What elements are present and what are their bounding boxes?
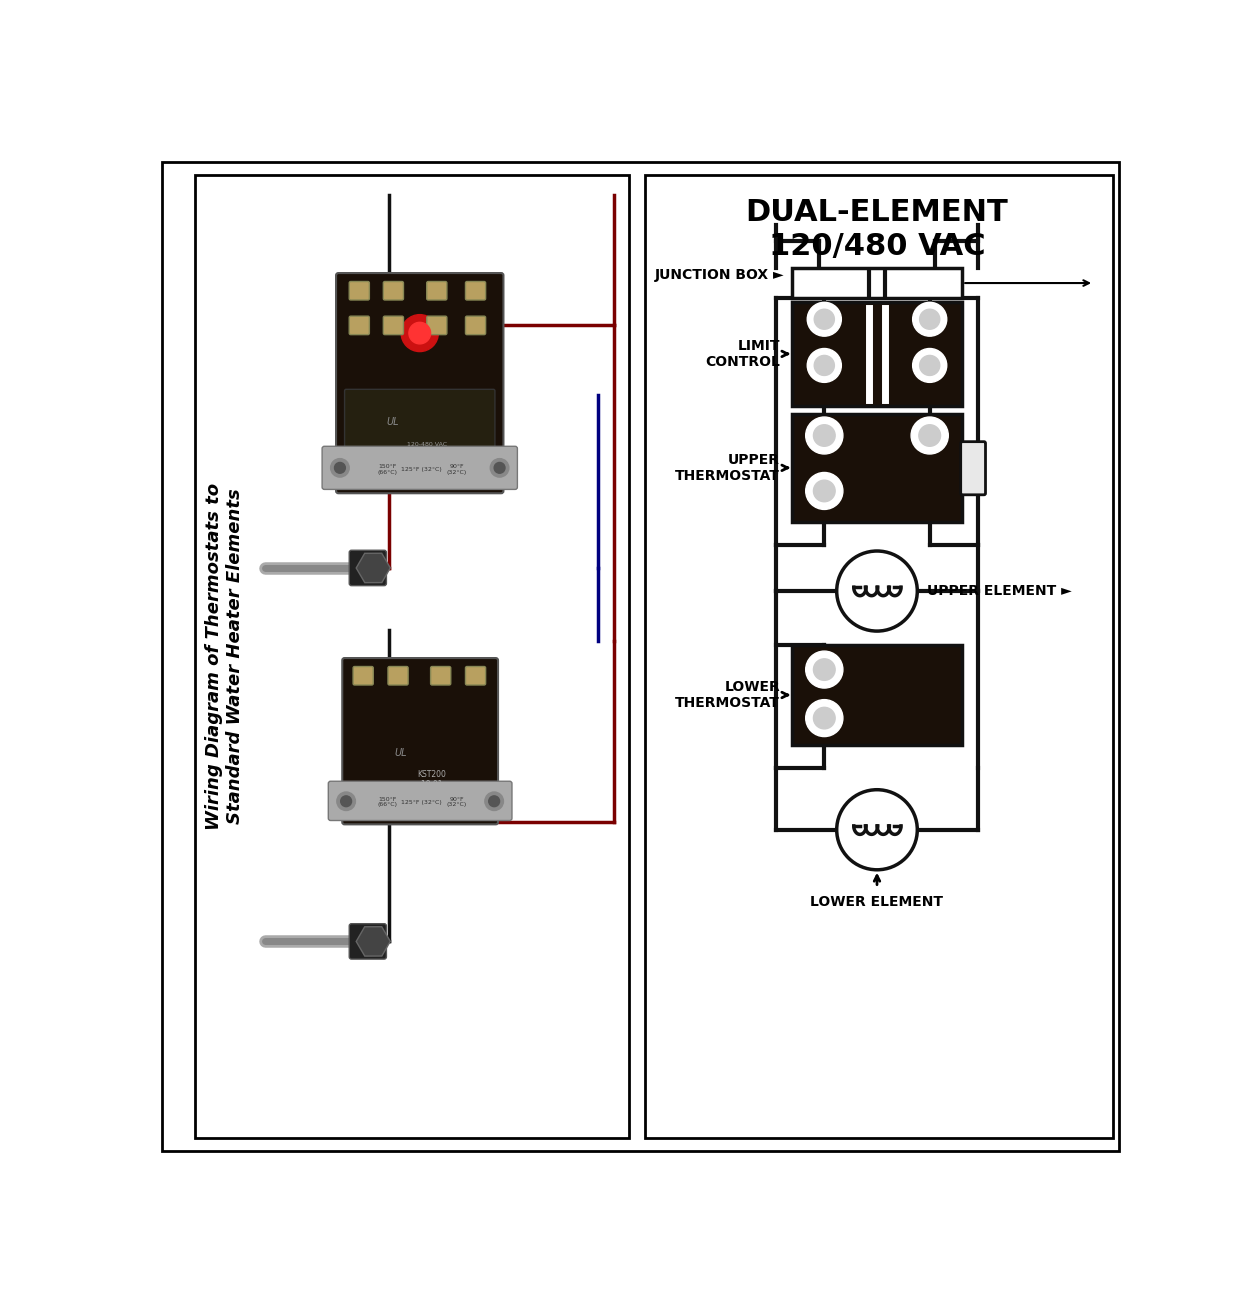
Circle shape: [912, 303, 946, 337]
Text: UPPER ELEMENT ►: UPPER ELEMENT ►: [928, 584, 1072, 598]
FancyBboxPatch shape: [430, 667, 451, 685]
FancyBboxPatch shape: [384, 316, 404, 334]
FancyBboxPatch shape: [791, 413, 962, 521]
Circle shape: [806, 699, 842, 737]
Circle shape: [919, 425, 940, 446]
Text: LIMIT
CONTROL: LIMIT CONTROL: [705, 339, 780, 369]
Circle shape: [836, 551, 917, 630]
FancyBboxPatch shape: [426, 282, 448, 300]
FancyBboxPatch shape: [345, 389, 495, 458]
FancyBboxPatch shape: [465, 282, 485, 300]
Circle shape: [911, 417, 949, 454]
Circle shape: [912, 348, 946, 382]
Circle shape: [490, 459, 509, 477]
Text: 150°F
(66°C): 150°F (66°C): [378, 797, 398, 807]
FancyBboxPatch shape: [961, 442, 985, 495]
Text: UPPER
THERMOSTAT: UPPER THERMOSTAT: [675, 452, 780, 484]
Circle shape: [489, 796, 500, 806]
Text: JUNCTION BOX ►: JUNCTION BOX ►: [655, 268, 784, 282]
FancyBboxPatch shape: [791, 645, 962, 745]
FancyBboxPatch shape: [465, 667, 485, 685]
Circle shape: [336, 792, 355, 810]
Circle shape: [401, 315, 439, 351]
FancyBboxPatch shape: [162, 162, 1119, 1150]
FancyBboxPatch shape: [384, 282, 404, 300]
Text: LOWER ELEMENT: LOWER ELEMENT: [810, 896, 944, 909]
FancyBboxPatch shape: [426, 316, 448, 334]
Circle shape: [814, 707, 835, 729]
Circle shape: [814, 659, 835, 680]
FancyBboxPatch shape: [645, 176, 1114, 1138]
Circle shape: [341, 796, 351, 806]
Text: 90°F
(32°C): 90°F (32°C): [446, 797, 468, 807]
Circle shape: [409, 322, 430, 344]
FancyBboxPatch shape: [388, 667, 408, 685]
FancyBboxPatch shape: [352, 667, 374, 685]
FancyBboxPatch shape: [195, 176, 629, 1138]
Circle shape: [335, 463, 345, 473]
FancyBboxPatch shape: [465, 316, 485, 334]
FancyBboxPatch shape: [349, 282, 370, 300]
FancyBboxPatch shape: [791, 268, 962, 299]
Circle shape: [814, 309, 835, 329]
Text: Wiring Diagram of Thermostats to
Standard Water Heater Elements: Wiring Diagram of Thermostats to Standar…: [205, 482, 244, 831]
Circle shape: [494, 463, 505, 473]
Circle shape: [808, 303, 841, 337]
Circle shape: [920, 309, 940, 329]
Circle shape: [806, 417, 842, 454]
Circle shape: [814, 425, 835, 446]
Text: 120-480 VAC: 120-480 VAC: [408, 442, 447, 447]
Text: 125°F (32°C): 125°F (32°C): [401, 800, 441, 805]
Text: DUAL-ELEMENT
120/480 VAC: DUAL-ELEMENT 120/480 VAC: [745, 199, 1009, 261]
Circle shape: [836, 789, 917, 870]
Circle shape: [806, 651, 842, 688]
Text: 90°F
(32°C): 90°F (32°C): [446, 464, 468, 474]
FancyBboxPatch shape: [349, 550, 386, 586]
Circle shape: [330, 459, 349, 477]
Text: LOWER
THERMOSTAT: LOWER THERMOSTAT: [675, 680, 780, 710]
FancyBboxPatch shape: [329, 781, 512, 820]
Circle shape: [808, 348, 841, 382]
FancyBboxPatch shape: [342, 658, 498, 824]
Text: 125°F (32°C): 125°F (32°C): [401, 467, 441, 472]
FancyBboxPatch shape: [322, 446, 518, 489]
Text: UL: UL: [386, 417, 399, 426]
Text: KST200
18 01: KST200 18 01: [418, 770, 446, 789]
Circle shape: [814, 480, 835, 502]
Circle shape: [814, 355, 835, 376]
Circle shape: [806, 472, 842, 510]
Text: 150°F
(66°C): 150°F (66°C): [378, 464, 398, 474]
FancyBboxPatch shape: [336, 273, 504, 493]
FancyBboxPatch shape: [349, 316, 370, 334]
Text: UL: UL: [394, 747, 406, 758]
Circle shape: [485, 792, 504, 810]
FancyBboxPatch shape: [791, 303, 962, 406]
FancyBboxPatch shape: [349, 924, 386, 959]
Circle shape: [920, 355, 940, 376]
